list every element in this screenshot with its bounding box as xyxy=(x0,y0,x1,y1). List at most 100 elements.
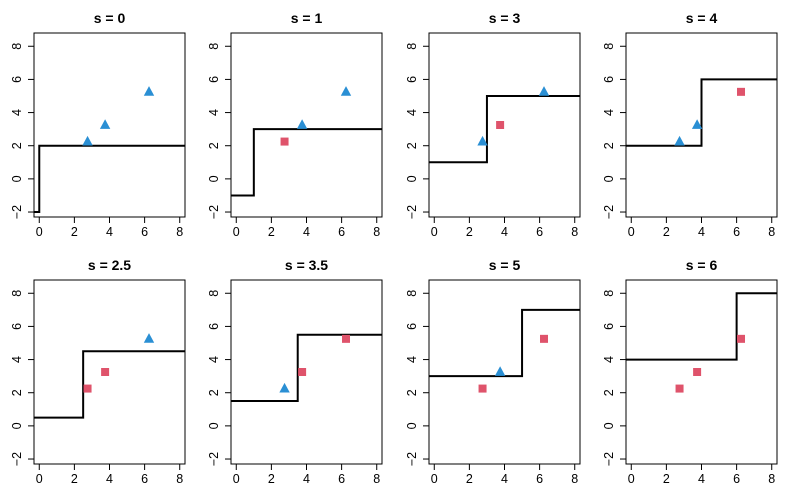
panel-title: s = 2.5 xyxy=(88,257,131,273)
x-tick-label: 0 xyxy=(233,225,240,239)
square-point xyxy=(693,368,702,376)
step-line xyxy=(34,350,185,419)
y-tick-label: 4 xyxy=(602,109,616,116)
panel-title: s = 6 xyxy=(686,257,718,273)
y-tick-label: 4 xyxy=(405,356,419,363)
step-line xyxy=(231,128,382,197)
x-tick-label: 8 xyxy=(768,225,775,239)
square-point xyxy=(496,121,505,129)
x-tick-label: 2 xyxy=(268,472,275,486)
square-point xyxy=(737,334,746,343)
y-tick-label: 2 xyxy=(602,389,616,396)
x-tick-label: 0 xyxy=(628,225,635,239)
panel-1: s = 0 0 2 4 6 8 −2 0 2 4 6 8 xyxy=(10,10,186,239)
x-tick-label: 0 xyxy=(628,472,635,486)
y-tick-label: 0 xyxy=(602,175,616,182)
y-tick-label: −2 xyxy=(602,452,616,466)
square-point xyxy=(737,87,746,96)
y-tick-label: 8 xyxy=(207,43,221,50)
y-tick-label: 2 xyxy=(405,389,419,396)
panel-title: s = 3.5 xyxy=(285,257,328,273)
panel-title: s = 5 xyxy=(489,257,521,273)
y-tick-label: 0 xyxy=(405,422,419,429)
x-tick-label: 8 xyxy=(571,472,578,486)
x-tick-label: 6 xyxy=(338,472,345,486)
triangle-point xyxy=(494,366,506,376)
y-tick-label: 4 xyxy=(207,109,221,116)
square-point xyxy=(675,384,684,393)
y-tick-label: 4 xyxy=(207,356,221,363)
x-tick-label: 4 xyxy=(303,472,310,486)
x-tick-label: 0 xyxy=(431,472,438,486)
x-tick-label: 0 xyxy=(431,225,438,239)
y-tick-label: 0 xyxy=(405,175,419,182)
x-tick-label: 8 xyxy=(768,472,775,486)
x-tick-label: 4 xyxy=(106,225,113,239)
y-tick-label: 6 xyxy=(602,323,616,330)
x-tick-label: 2 xyxy=(663,472,670,486)
y-tick-label: 2 xyxy=(207,142,221,149)
x-tick-label: 4 xyxy=(106,472,113,486)
square-point xyxy=(342,334,351,343)
triangle-point xyxy=(691,119,703,129)
step-line xyxy=(626,78,777,147)
y-tick-label: 8 xyxy=(602,43,616,50)
panel-2: s = 1 0 2 4 6 8 −2 0 2 4 6 8 xyxy=(207,10,383,239)
y-tick-label: 0 xyxy=(207,175,221,182)
x-tick-label: 2 xyxy=(466,472,473,486)
y-tick-label: 4 xyxy=(405,109,419,116)
x-tick-label: 6 xyxy=(141,225,148,239)
x-tick-label: 2 xyxy=(663,225,670,239)
plot-frame xyxy=(625,279,778,465)
y-tick-label: 2 xyxy=(10,389,24,396)
y-tick-label: 8 xyxy=(10,43,24,50)
square-point xyxy=(298,368,307,376)
y-tick-label: 0 xyxy=(10,422,24,429)
x-tick-label: 2 xyxy=(466,225,473,239)
x-tick-label: 6 xyxy=(733,225,740,239)
plot-frame xyxy=(428,279,581,465)
triangle-point xyxy=(143,86,155,96)
y-tick-label: 6 xyxy=(405,323,419,330)
plot-frame xyxy=(230,279,383,465)
y-tick-label: −2 xyxy=(602,205,616,219)
x-tick-label: 4 xyxy=(698,225,705,239)
y-tick-label: 6 xyxy=(602,76,616,83)
panel-title: s = 0 xyxy=(94,10,126,26)
y-tick-label: 0 xyxy=(10,175,24,182)
y-tick-label: 2 xyxy=(405,142,419,149)
triangle-point xyxy=(538,86,550,96)
x-tick-label: 0 xyxy=(36,225,43,239)
triangle-point xyxy=(340,86,352,96)
y-tick-label: 0 xyxy=(207,422,221,429)
plot-frame xyxy=(33,32,186,218)
y-tick-label: 8 xyxy=(405,290,419,297)
x-tick-label: 0 xyxy=(233,472,240,486)
y-tick-label: 6 xyxy=(207,76,221,83)
x-tick-label: 6 xyxy=(733,472,740,486)
square-point xyxy=(478,384,487,393)
x-tick-label: 8 xyxy=(176,472,183,486)
panel-3: s = 3 0 2 4 6 8 −2 0 2 4 6 8 xyxy=(405,10,581,239)
y-tick-label: 6 xyxy=(207,323,221,330)
triangle-point xyxy=(477,135,488,146)
x-tick-label: 4 xyxy=(698,472,705,486)
y-tick-label: −2 xyxy=(207,452,221,466)
square-point xyxy=(83,384,92,393)
y-tick-label: −2 xyxy=(405,452,419,466)
x-tick-label: 8 xyxy=(571,225,578,239)
y-tick-label: 6 xyxy=(10,76,24,83)
y-tick-label: 0 xyxy=(602,422,616,429)
y-tick-label: 6 xyxy=(10,323,24,330)
y-tick-label: 2 xyxy=(10,142,24,149)
step-line xyxy=(34,144,185,214)
panel-6: s = 3.5 0 2 4 6 8 −2 0 2 4 6 8 xyxy=(207,257,383,486)
panel-title: s = 3 xyxy=(489,10,521,26)
y-tick-label: 4 xyxy=(10,356,24,363)
panel-8: s = 6 0 2 4 6 8 −2 0 2 4 6 8 xyxy=(602,257,778,486)
y-tick-label: 8 xyxy=(207,290,221,297)
plot-frame xyxy=(428,32,581,218)
y-tick-label: 4 xyxy=(10,109,24,116)
square-point xyxy=(280,137,289,146)
